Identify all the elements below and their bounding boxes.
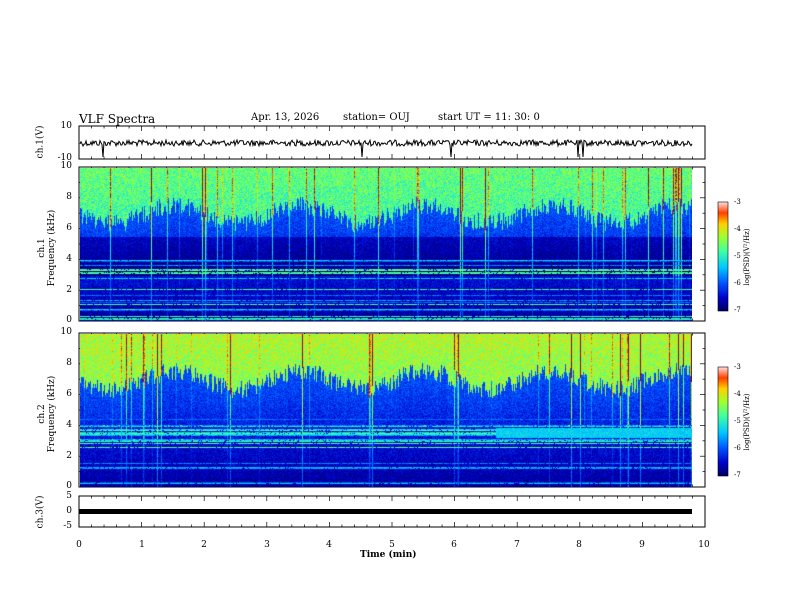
cb1-tick: -7: [734, 306, 741, 314]
cb2-label: log(PSD)(V²/Hz): [743, 393, 751, 451]
ch1-spec-ytick: 2: [66, 285, 72, 295]
ch1-spectrogram-image: [80, 168, 692, 321]
ch2-spec-ylabel: ch.2 Frequency (kHz): [37, 375, 57, 453]
ch3-ytick: -5: [63, 521, 72, 531]
ch1-wave-ylabel: ch.1(V): [35, 125, 46, 159]
colorbar-ch2: [717, 366, 729, 477]
ch2-spec-ytick: 8: [66, 358, 72, 368]
x-tick-label: 6: [451, 540, 457, 550]
ch1-ytick: -10: [57, 153, 73, 163]
x-tick-label: 4: [326, 540, 332, 550]
ch1-waveform-line: [79, 138, 693, 158]
cb2-tick: -4: [734, 390, 741, 398]
ch2-spec-ytick: 10: [60, 327, 72, 337]
ch1-spec-ytick: 4: [66, 254, 72, 264]
x-tick-label: 0: [76, 540, 82, 550]
colorbar-ch1: [717, 201, 729, 312]
ch3-wave-ylabel: ch.3(V): [35, 495, 46, 529]
cb2-tick: -3: [734, 363, 741, 371]
x-tick-label: 3: [264, 540, 270, 550]
x-axis-label: Time (min): [360, 550, 417, 560]
ch1-spec-ytick: 8: [66, 192, 72, 202]
ch2-spectrogram-image: [80, 334, 692, 487]
ch1-spec-ytick: 6: [66, 223, 72, 233]
cb1-tick: -4: [734, 225, 741, 233]
ch1-spec-ylabel: ch.1 Frequency (kHz): [37, 209, 57, 287]
cb1-label: log(PSD)(V²/Hz): [743, 228, 751, 286]
date-label: Apr. 13, 2026: [251, 112, 320, 123]
chart-title: VLF Spectra: [79, 112, 156, 126]
cb2-tick: -7: [734, 471, 741, 479]
x-tick-label: 5: [389, 540, 395, 550]
cb2-tick: -6: [734, 444, 741, 452]
x-tick-label: 2: [201, 540, 207, 550]
ch3-waveform-band: [79, 509, 692, 514]
x-tick-label: 1: [139, 540, 145, 550]
x-tick-label: 7: [514, 540, 520, 550]
cb1-tick: -5: [734, 252, 741, 260]
ch3-ytick: 0: [66, 506, 72, 516]
cb1-tick: -6: [734, 279, 741, 287]
ch2-spec-ytick: 2: [66, 451, 72, 461]
ch1-spec-ytick: 10: [60, 161, 72, 171]
cb2-tick: -5: [734, 417, 741, 425]
ch3-ytick: 5: [66, 491, 72, 501]
ch2-spec-ytick: 6: [66, 389, 72, 399]
x-tick-label: 9: [639, 540, 645, 550]
ch1-spec-ytick: 0: [66, 315, 72, 325]
x-tick-label: 8: [576, 540, 582, 550]
panel-ch1-wave: [78, 125, 706, 160]
panel-ch3-wave: [78, 495, 706, 528]
ch2-spec-ytick: 4: [66, 420, 72, 430]
ch1-ytick: 10: [60, 121, 72, 131]
ch2-spec-ytick: 0: [66, 481, 72, 491]
station-label: station= OUJ: [343, 112, 410, 123]
start-time-label: start UT = 11: 30: 0: [438, 112, 540, 123]
x-tick-label: 10: [698, 540, 710, 550]
cb1-tick: -3: [734, 198, 741, 206]
